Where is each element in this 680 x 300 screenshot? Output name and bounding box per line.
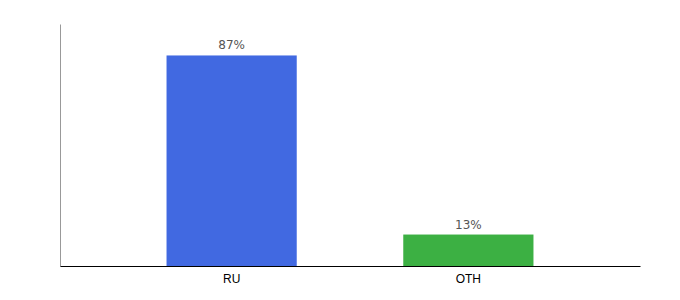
y-axis [60, 25, 61, 267]
data-label: 87% [218, 38, 245, 52]
data-labels: 87% 13% [218, 38, 481, 231]
x-tick-label: RU [223, 272, 240, 286]
x-tick: RU [223, 266, 240, 286]
x-tick-label: OTH [456, 272, 481, 286]
plot: RU OTH 87% 13% [61, 25, 641, 286]
y-axis-line [60, 25, 61, 267]
bar [403, 235, 533, 266]
x-tick: OTH [456, 266, 481, 286]
chart: RU OTH 87% 13% [0, 0, 680, 300]
bar [167, 55, 297, 266]
x-axis: RU OTH [61, 266, 641, 286]
x-axis-line [61, 266, 641, 267]
bars [167, 55, 534, 266]
data-label: 13% [455, 218, 482, 232]
